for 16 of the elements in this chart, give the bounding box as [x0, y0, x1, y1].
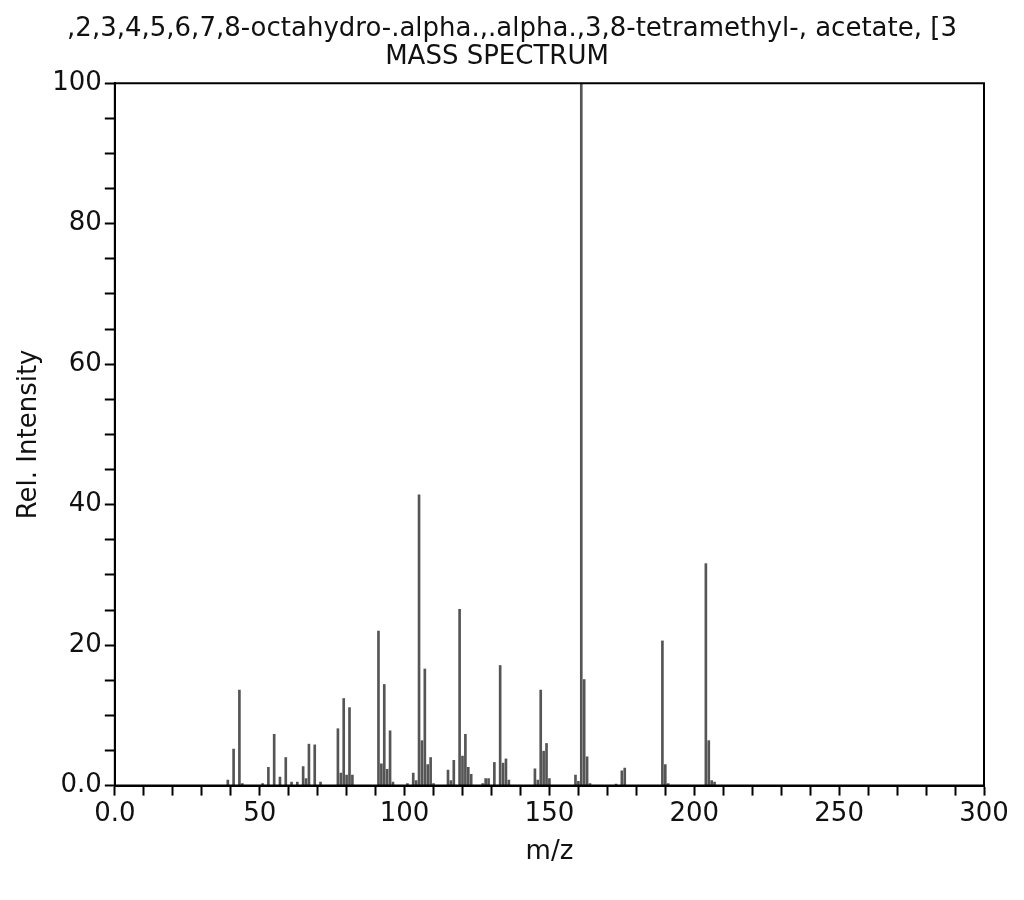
y-tick-label: 100 [52, 65, 102, 96]
chart-title: ,2,3,4,5,6,7,8-octahydro-.alpha.,.alpha.,3,8-tetramethyl-, acetate, [3 [66, 12, 958, 42]
y-tick-label: 20 [68, 627, 102, 658]
y-tick-label: 0.0 [60, 768, 102, 799]
x-tick-label: 200 [669, 796, 720, 827]
x-tick-label: 300 [959, 796, 1009, 827]
x-tick-label: 250 [814, 796, 864, 827]
x-tick-label: 100 [379, 796, 430, 827]
x-tick-label: 150 [524, 796, 575, 827]
x-axis-title: m/z [525, 835, 574, 866]
y-tick-label: 80 [68, 206, 102, 237]
y-tick-label: 40 [68, 487, 102, 518]
y-axis-title: Rel. Intensity [12, 349, 43, 520]
x-tick-label: 50 [243, 796, 277, 827]
y-tick-label: 60 [68, 346, 102, 377]
x-tick-label: 0.0 [94, 796, 136, 827]
